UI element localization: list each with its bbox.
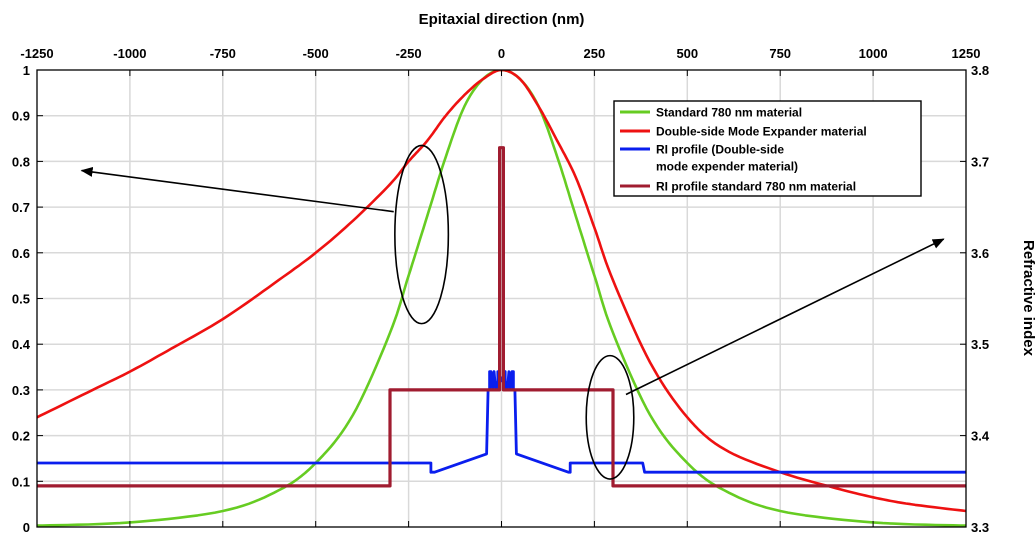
y-tick-label: 0.2: [12, 429, 30, 444]
y-tick-label: 0.7: [12, 200, 30, 215]
x-tick-label: -1250: [20, 46, 53, 61]
legend-label: RI profile (Double-side mode expender mat…: [656, 143, 798, 174]
x-tick-label: 1000: [859, 46, 888, 61]
y2-tick-label: 3.4: [971, 429, 990, 444]
x-tick-label: -1000: [113, 46, 146, 61]
y2-tick-label: 3.6: [971, 246, 989, 261]
legend: Standard 780 nm material Double-side Mode…: [613, 100, 922, 197]
y-tick-label: 0.1: [12, 474, 30, 489]
x-tick-label: -250: [396, 46, 422, 61]
ticks: -1250 -1000 -750 -500 -250 0 250 500 750 1000 1250…: [12, 46, 990, 535]
annotation-arrow: [80, 167, 394, 213]
x-axis-title: Epitaxial direction (nm): [419, 11, 585, 28]
series-layer: [37, 70, 966, 527]
y2-tick-label: 3.3: [971, 520, 989, 535]
legend-label-line: RI profile (Double-side: [656, 143, 784, 157]
x-tick-label: 1250: [952, 46, 981, 61]
legend-box: [613, 100, 922, 197]
annotation-arrow: [625, 238, 945, 396]
y2-tick-label: 3.7: [971, 154, 989, 169]
annotation-ellipse: [394, 144, 450, 325]
x-tick-label: -500: [303, 46, 329, 61]
annotations: [80, 144, 945, 480]
series-line-ri-standard: [37, 146, 966, 488]
x-tick-label: 750: [769, 46, 791, 61]
legend-label: Standard 780 nm material: [656, 106, 802, 120]
annotation-ellipse: [585, 354, 635, 480]
y-tick-label: 0.9: [12, 109, 30, 124]
y-tick-label: 0.3: [12, 383, 30, 398]
y-tick-label: 0.6: [12, 246, 30, 261]
y-tick-label: 1: [23, 63, 30, 78]
y-tick-label: 0.4: [12, 337, 31, 352]
x-tick-label: 250: [584, 46, 606, 61]
y-tick-label: 0: [23, 520, 30, 535]
series-line-expander: [37, 70, 966, 513]
x-tick-label: 0: [498, 46, 505, 61]
legend-label: Double-side Mode Expander material: [656, 125, 867, 139]
x-tick-label: 500: [676, 46, 698, 61]
x-tick-label: -750: [210, 46, 236, 61]
legend-label-line: mode expender material): [656, 160, 798, 174]
legend-label: RI profile standard 780 nm material: [656, 180, 856, 194]
y-tick-label: 0.8: [12, 154, 30, 169]
y2-tick-label: 3.5: [971, 337, 989, 352]
right-axis-title: Refractive index: [1020, 240, 1036, 357]
y2-tick-label: 3.8: [971, 63, 989, 78]
y-tick-label: 0.5: [12, 292, 30, 307]
